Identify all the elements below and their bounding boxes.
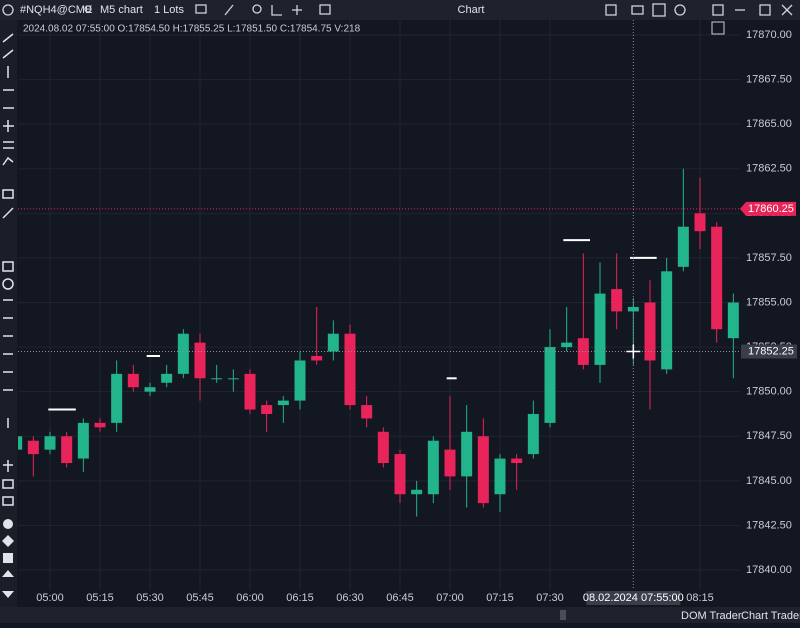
candle-body bbox=[127, 373, 139, 388]
crosshair-cursor bbox=[626, 344, 641, 359]
x-tick-label: 07:30 bbox=[536, 592, 564, 604]
candle-body bbox=[277, 400, 289, 406]
x-tick-label: 06:15 bbox=[286, 592, 314, 604]
x-tick-label: 06:00 bbox=[236, 592, 264, 604]
last-price-label: 17860.25 bbox=[748, 203, 794, 215]
x-tick-label: 05:15 bbox=[86, 592, 114, 604]
candle-body bbox=[561, 342, 573, 348]
window-title: Chart bbox=[458, 4, 485, 16]
shape-tools[interactable] bbox=[2, 519, 14, 598]
timeframe-selector[interactable]: M5 chart bbox=[100, 4, 143, 16]
x-tick-label: 06:45 bbox=[386, 592, 414, 604]
candle-body bbox=[27, 440, 39, 455]
candle-body bbox=[711, 226, 723, 330]
candle-body bbox=[427, 440, 439, 495]
y-tick-label: 17855.00 bbox=[746, 296, 792, 308]
y-tick-label: 17842.50 bbox=[746, 519, 792, 531]
candle-body bbox=[544, 347, 556, 423]
candle-body bbox=[311, 356, 323, 361]
candle-body bbox=[461, 431, 473, 477]
candle-body bbox=[577, 338, 589, 365]
x-tick-label: 07:15 bbox=[486, 592, 514, 604]
x-tick-label: 05:45 bbox=[186, 592, 214, 604]
lots-selector[interactable]: 1 Lots bbox=[154, 4, 184, 16]
panel-toggle[interactable] bbox=[711, 21, 725, 35]
y-tick-label: 17867.50 bbox=[746, 73, 792, 85]
y-tick-label: 17845.00 bbox=[746, 475, 792, 487]
candle-body bbox=[227, 378, 239, 380]
y-tick-label: 17850.00 bbox=[746, 386, 792, 398]
candle-body bbox=[177, 333, 189, 374]
chart-trader-tab[interactable]: Chart Trader bbox=[741, 610, 800, 622]
candle-body bbox=[394, 454, 406, 495]
candle-body bbox=[144, 387, 156, 392]
candle-body bbox=[661, 271, 673, 370]
y-tick-label: 17857.50 bbox=[746, 252, 792, 264]
candle-body bbox=[111, 373, 123, 423]
candle-body bbox=[444, 449, 456, 477]
candle-body bbox=[161, 373, 173, 383]
candle-body bbox=[294, 360, 306, 401]
drawing-tools[interactable] bbox=[2, 33, 14, 506]
crosshair-price-badge bbox=[741, 344, 797, 359]
y-tick-label: 17862.50 bbox=[746, 163, 792, 175]
candle-body bbox=[727, 302, 739, 339]
candle-body bbox=[327, 333, 339, 352]
candle-body bbox=[494, 458, 506, 495]
candle-body bbox=[194, 342, 206, 379]
candle-body bbox=[677, 226, 689, 267]
x-tick-label: 05:30 bbox=[136, 592, 164, 604]
candle-body bbox=[594, 293, 606, 365]
candle-body bbox=[211, 378, 223, 380]
last-price-badge bbox=[740, 201, 796, 216]
candle-body bbox=[477, 436, 489, 504]
x-tick-label: 06:30 bbox=[336, 592, 364, 604]
scrollbar[interactable] bbox=[560, 610, 566, 620]
candle-body bbox=[611, 289, 623, 312]
symbol-selector[interactable]: #NQH4@CME bbox=[20, 4, 92, 16]
y-tick-label: 17840.00 bbox=[746, 564, 792, 576]
candle-body bbox=[261, 405, 273, 414]
candle-body bbox=[644, 302, 656, 361]
left-toolbar bbox=[0, 20, 17, 623]
crosshair-time-badge bbox=[586, 591, 681, 605]
y-tick-label: 17847.50 bbox=[746, 430, 792, 442]
x-tick-label: 05:00 bbox=[36, 592, 64, 604]
candle-body bbox=[94, 422, 106, 428]
candle-body bbox=[361, 405, 373, 419]
candle-body bbox=[77, 422, 89, 459]
crosshair-price-label: 17852.25 bbox=[748, 345, 794, 357]
candle-body bbox=[411, 489, 423, 495]
candle-body bbox=[344, 333, 356, 406]
candle-body bbox=[18, 436, 23, 450]
candle-body bbox=[61, 436, 73, 464]
crosshair-time-label: 08.02.2024 07:55:00 bbox=[583, 592, 684, 604]
x-tick-label: 08:15 bbox=[686, 592, 714, 604]
toolbar-icons[interactable] bbox=[2, 3, 793, 17]
candle-body bbox=[44, 436, 56, 450]
y-tick-label: 17870.00 bbox=[746, 29, 792, 41]
candle-body bbox=[627, 306, 639, 312]
candle-body bbox=[377, 431, 389, 464]
y-tick-label: 17865.00 bbox=[746, 118, 792, 130]
dom-trader-tab[interactable]: DOM Trader bbox=[681, 610, 742, 622]
x-tick-label: 07:00 bbox=[436, 592, 464, 604]
candle-body bbox=[527, 413, 539, 455]
ohlc-info: 2024.08.02 07:55:00 O:17854.50 H:17855.2… bbox=[23, 24, 361, 35]
candle-body bbox=[694, 213, 706, 232]
candle-body bbox=[511, 458, 523, 464]
candle-body bbox=[244, 373, 256, 410]
bottom-bar bbox=[0, 607, 800, 623]
